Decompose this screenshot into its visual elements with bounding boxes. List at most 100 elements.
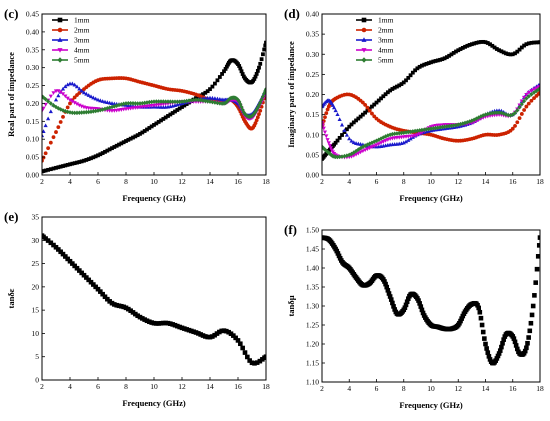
y-tick-label: 0.00 xyxy=(306,171,319,180)
data-point xyxy=(534,266,540,272)
data-point xyxy=(177,106,182,111)
data-point xyxy=(524,96,529,101)
data-point xyxy=(257,358,263,364)
data-point xyxy=(170,322,175,327)
series-2mm xyxy=(42,76,266,163)
data-point xyxy=(114,143,119,148)
data-point xyxy=(238,341,243,347)
data-point xyxy=(402,305,408,311)
x-axis-label: Frequency (GHz) xyxy=(399,193,463,203)
data-point xyxy=(95,286,101,292)
panel-tag: (e) xyxy=(4,209,18,224)
data-point xyxy=(419,307,425,313)
data-point xyxy=(84,275,89,280)
data-point xyxy=(372,144,377,149)
data-point xyxy=(261,52,265,57)
data-point xyxy=(114,103,119,108)
data-point xyxy=(140,316,145,321)
data-point xyxy=(184,102,189,106)
data-point xyxy=(478,315,484,321)
data-point xyxy=(84,91,89,96)
data-point xyxy=(514,346,520,352)
data-point xyxy=(86,109,91,115)
y-tick-label: 0.25 xyxy=(26,81,39,90)
data-point xyxy=(387,294,393,299)
data-point xyxy=(370,104,374,109)
y-tick-label: 0.00 xyxy=(26,171,39,180)
legend-marker xyxy=(361,17,367,23)
data-point xyxy=(72,101,77,105)
data-point xyxy=(222,69,226,74)
panel-tag: (c) xyxy=(4,6,18,21)
data-point xyxy=(467,43,472,47)
data-point xyxy=(137,101,143,106)
data-point xyxy=(508,113,513,118)
data-point xyxy=(149,124,154,129)
data-point xyxy=(238,101,243,107)
data-point xyxy=(215,96,220,101)
data-point xyxy=(149,99,154,105)
data-point xyxy=(177,99,182,105)
data-point xyxy=(322,130,328,135)
data-point xyxy=(424,127,429,132)
data-point xyxy=(61,114,65,119)
data-point xyxy=(386,291,392,296)
data-point xyxy=(534,40,539,45)
data-point xyxy=(379,96,383,101)
legend-marker xyxy=(57,48,63,53)
y-tick-label: 0.25 xyxy=(306,70,319,79)
data-point xyxy=(107,299,112,304)
data-point xyxy=(238,66,243,71)
data-point xyxy=(56,89,61,94)
data-point xyxy=(474,116,479,121)
y-tick-label: 1.50 xyxy=(306,226,319,235)
data-point xyxy=(370,111,374,116)
y-tick-label: 0.10 xyxy=(26,135,39,144)
data-point xyxy=(531,87,537,92)
data-point xyxy=(263,354,266,360)
data-point xyxy=(65,162,70,167)
data-point xyxy=(43,123,48,128)
data-point xyxy=(349,151,354,157)
x-tick-label: 6 xyxy=(96,177,100,186)
x-tick-label: 12 xyxy=(178,177,186,186)
data-point xyxy=(63,94,68,99)
data-point xyxy=(228,331,234,337)
data-point xyxy=(170,111,175,115)
legend-label: 3mm xyxy=(74,36,90,45)
y-tick-label: 20 xyxy=(32,282,40,291)
data-point xyxy=(537,84,540,89)
data-point xyxy=(140,100,145,106)
data-point xyxy=(255,68,260,73)
data-point xyxy=(463,44,467,49)
data-point xyxy=(417,301,422,306)
data-point xyxy=(74,102,80,107)
data-point xyxy=(212,96,218,100)
data-point xyxy=(84,158,89,162)
data-point xyxy=(532,293,537,298)
panel-d: 2 4 6 8 10 12 14 16 18 0.00 0.05 0.10 0.15 0.20 0.25 0.… xyxy=(284,6,544,203)
legend-marker xyxy=(57,27,63,33)
data-point xyxy=(474,40,479,45)
data-point xyxy=(226,329,231,335)
data-point xyxy=(48,140,53,145)
data-point xyxy=(170,99,175,105)
legend-label: 5mm xyxy=(378,56,394,65)
data-point xyxy=(51,91,56,96)
data-point xyxy=(420,63,424,68)
data-point xyxy=(247,358,252,363)
data-point xyxy=(205,99,210,104)
data-point xyxy=(75,160,79,165)
data-point xyxy=(536,243,540,248)
data-point xyxy=(392,85,397,90)
data-point xyxy=(89,156,93,161)
data-point xyxy=(367,108,372,113)
data-point xyxy=(208,87,212,92)
data-point xyxy=(172,99,178,105)
data-point xyxy=(77,268,82,273)
data-point xyxy=(497,348,503,353)
data-point xyxy=(184,327,189,332)
x-tick-label: 4 xyxy=(347,384,351,393)
data-point xyxy=(201,92,205,97)
data-point xyxy=(497,48,502,53)
